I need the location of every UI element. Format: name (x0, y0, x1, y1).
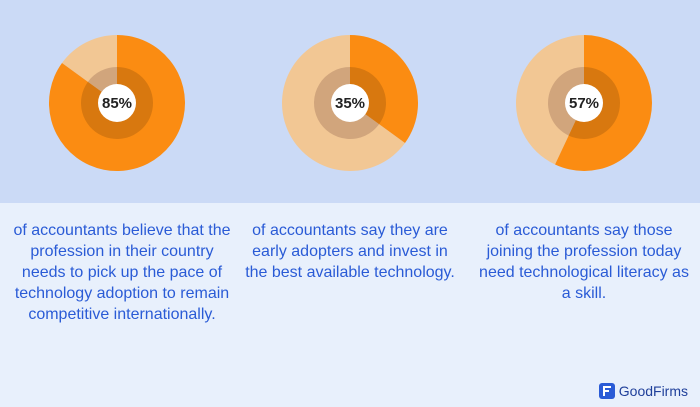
pie-slice-value (350, 35, 418, 143)
description-3: of accountants say those joining the pro… (479, 222, 689, 302)
center-circle (331, 84, 369, 122)
center-circle (565, 84, 603, 122)
percentage-label: 85% (102, 95, 132, 112)
percentage-label: 57% (569, 95, 599, 112)
description-2: of accountants say they are early adopte… (245, 222, 455, 281)
brand-name: GoodFirms (618, 383, 688, 399)
bottom-band (0, 203, 700, 407)
brand-logo: GoodFirms (598, 383, 688, 399)
inner-slice-value (350, 67, 386, 125)
goodfirms-logo-icon (598, 383, 615, 399)
donut-chart-1: 85% (49, 35, 185, 171)
donut-chart-2: 35% (282, 35, 418, 171)
description-1: of accountants believe that the professi… (13, 222, 231, 323)
center-circle (98, 84, 136, 122)
donut-svg-1: 85% (49, 35, 185, 171)
donut-svg-2: 35% (282, 35, 418, 171)
percentage-label: 35% (335, 95, 365, 112)
donut-chart-3: 57% (516, 35, 652, 171)
donut-svg-3: 57% (516, 35, 652, 171)
